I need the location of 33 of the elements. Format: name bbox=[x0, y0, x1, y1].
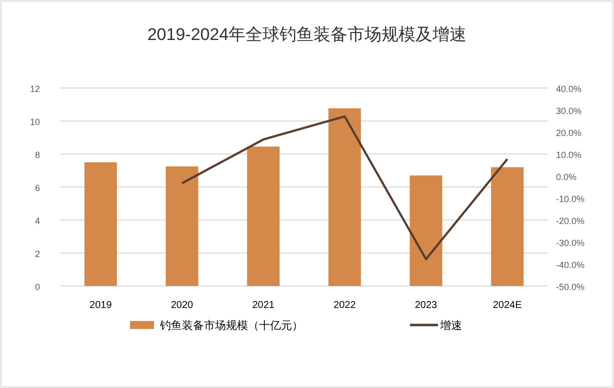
y-tick-label: 12 bbox=[30, 84, 40, 94]
bar bbox=[328, 108, 361, 286]
x-tick-label: 2023 bbox=[414, 300, 438, 311]
bar bbox=[84, 162, 117, 286]
legend-label: 增速 bbox=[439, 319, 462, 332]
y2-tick-label: -40.0% bbox=[556, 260, 585, 270]
y-tick-label: 8 bbox=[34, 150, 40, 160]
y-tick-label: 4 bbox=[34, 216, 40, 226]
y-tick-label: 6 bbox=[34, 183, 40, 193]
bar bbox=[247, 146, 280, 286]
chart-title: 2019-2024年全球钓鱼装备市场规模及增速 bbox=[147, 25, 467, 44]
bar bbox=[410, 175, 442, 286]
y2-tick-label: 10.0% bbox=[556, 150, 582, 160]
y2-tick-label: 20.0% bbox=[556, 128, 582, 138]
x-tick-label: 2024E bbox=[492, 300, 522, 311]
y-tick-label: 10 bbox=[30, 117, 40, 127]
y-tick-label: 0 bbox=[34, 282, 40, 292]
y2-tick-label: 40.0% bbox=[556, 84, 582, 94]
y2-tick-label: -20.0% bbox=[556, 216, 585, 226]
y2-tick-label: -10.0% bbox=[556, 194, 585, 204]
y-tick-label: 2 bbox=[34, 249, 40, 259]
bar bbox=[166, 166, 198, 286]
y2-tick-label: -50.0% bbox=[556, 282, 585, 292]
x-tick-label: 2021 bbox=[252, 300, 275, 311]
bar bbox=[491, 167, 524, 286]
y2-tick-label: 0.0% bbox=[556, 172, 577, 182]
y2-tick-label: 30.0% bbox=[556, 106, 582, 116]
x-tick-label: 2022 bbox=[334, 300, 356, 311]
line-series bbox=[180, 115, 508, 260]
x-tick-label: 2019 bbox=[90, 300, 112, 311]
x-tick-label: 2020 bbox=[170, 300, 194, 311]
legend-label: 钓鱼装备市场规模（十亿元） bbox=[159, 319, 303, 332]
y2-tick-label: -30.0% bbox=[556, 238, 585, 248]
